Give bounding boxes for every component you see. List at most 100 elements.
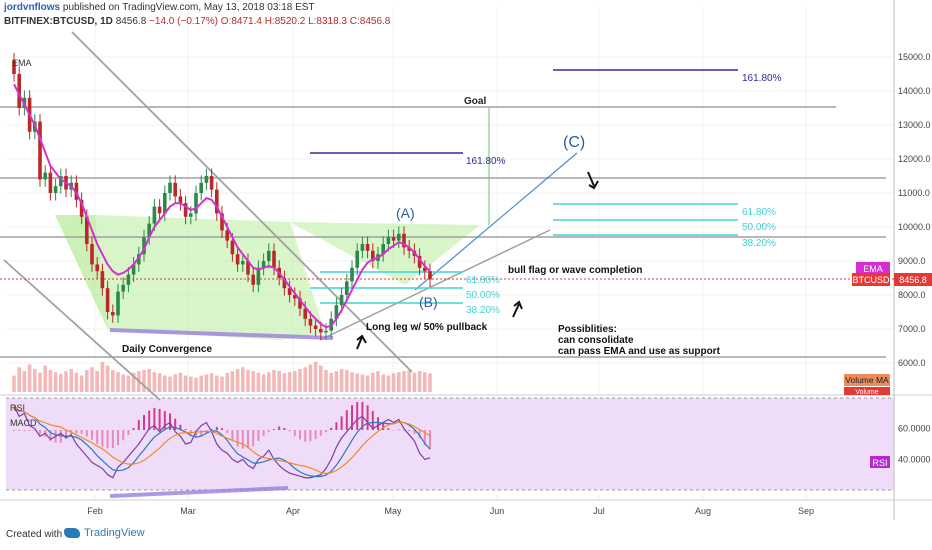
macd-histogram-bar — [132, 428, 135, 430]
time-axis-ticks: Feb Mar Apr May Jun Jul Aug Sep — [87, 506, 814, 516]
macd-histogram-bar — [23, 430, 26, 431]
macd-histogram-bar — [80, 430, 83, 434]
possibilities-item-1: can consolidate — [558, 335, 634, 346]
volume-bar — [74, 372, 79, 392]
volume-bar — [293, 371, 297, 392]
ema-badge-label: EMA — [863, 264, 883, 274]
volume-bar — [142, 370, 146, 392]
volume-bar — [183, 375, 188, 392]
price-tick-label: 12000.0 — [898, 154, 931, 164]
ema-line — [13, 83, 431, 329]
volume-bar — [355, 373, 359, 392]
candle-body — [100, 271, 105, 289]
macd-histogram-bar — [174, 418, 177, 430]
candle-body — [111, 312, 115, 316]
volume-bar — [64, 371, 68, 392]
pattern-left-shoulder — [55, 215, 108, 330]
price-tick-label: 13000.0 — [898, 120, 931, 130]
macd-histogram-bar — [278, 426, 281, 430]
goal-label: Goal — [464, 96, 486, 107]
macd-histogram-bar — [335, 422, 338, 430]
candle-body — [131, 264, 136, 275]
macd-histogram-bar — [418, 430, 421, 439]
pattern-head — [95, 215, 325, 340]
daily-convergence-note: Daily Convergence — [122, 344, 212, 355]
wave-c-projection — [414, 152, 578, 291]
uptrend-line — [319, 229, 551, 341]
macd-histogram-bar — [351, 405, 353, 430]
candle-body — [157, 206, 162, 214]
macd-histogram-bar — [65, 430, 67, 439]
volume-bar — [204, 374, 209, 392]
macd-histogram-bar — [330, 427, 333, 430]
volume-bar — [371, 372, 375, 392]
volume-bar — [199, 375, 203, 392]
macd-histogram-bar — [169, 413, 171, 430]
volume-bar — [157, 373, 162, 392]
rsi-tick-label: 40.0000 — [898, 454, 931, 464]
candle-body — [209, 176, 214, 190]
macd-histogram-bar — [371, 411, 374, 430]
volume-bar — [215, 375, 219, 392]
volume-bar — [116, 372, 120, 392]
volume-bar — [27, 364, 32, 392]
candle-body — [235, 254, 240, 265]
volume-bar — [376, 371, 380, 392]
candle-body — [350, 267, 354, 282]
volume-bar — [48, 370, 53, 392]
volume-bar — [365, 375, 370, 392]
candle-body — [53, 186, 58, 193]
volume-bar — [12, 375, 16, 392]
macd-histogram-bar — [273, 429, 275, 430]
macd-histogram-bar — [382, 423, 385, 430]
candle-body — [220, 213, 224, 231]
macd-histogram-bar — [241, 430, 244, 449]
volume-bar — [178, 372, 183, 392]
volume-bar — [381, 374, 385, 392]
candle-body — [386, 237, 391, 244]
macd-histogram-bar — [59, 430, 62, 443]
time-tick-label: Feb — [87, 506, 103, 516]
volume-bar — [22, 371, 27, 392]
current-price-tag — [894, 273, 932, 286]
candle-body — [204, 176, 209, 183]
chart-canvas: 15000.0 14000.0 13000.0 12000.0 11000.0 10000… — [0, 0, 932, 520]
volume-bar — [43, 365, 47, 392]
macd-histogram-bar — [283, 428, 286, 430]
volume-badge — [844, 387, 890, 395]
macd-histogram-bar — [252, 430, 255, 447]
candle-body — [79, 199, 84, 217]
volume-bar — [339, 368, 344, 392]
macd-histogram-bar — [247, 430, 249, 449]
candle-body — [298, 298, 302, 309]
volume-bar — [308, 364, 313, 392]
tradingview-logo[interactable]: TradingView — [64, 527, 145, 539]
rsi-line — [13, 405, 431, 479]
macd-histogram-bar — [288, 430, 291, 432]
candle-body — [230, 240, 235, 255]
macd-histogram-bar — [153, 408, 156, 430]
volume-bar — [345, 370, 349, 392]
price-change: −14.0 (−0.17%) — [149, 16, 218, 27]
candle-body — [183, 203, 188, 217]
author-link[interactable]: jordvnflows — [4, 2, 61, 13]
volume-bar — [261, 374, 266, 392]
volume-bar — [85, 370, 89, 392]
volume-bar — [105, 365, 110, 392]
candle-body — [147, 223, 151, 238]
long-leg-note: Long leg w/ 50% pullback — [366, 322, 488, 333]
volume-bar — [69, 368, 73, 392]
macd-histogram-bar — [397, 429, 400, 431]
fib-upper-label: 161.80% — [742, 73, 782, 84]
candle-body — [189, 213, 193, 217]
candle-body — [74, 182, 79, 200]
fib-target-500-label: 50.00% — [742, 222, 776, 233]
volume-bar — [220, 376, 224, 392]
candle-body — [256, 267, 261, 285]
macd-histogram-bar — [70, 430, 73, 437]
macd-histogram-bar — [106, 430, 109, 449]
candle-body — [142, 237, 146, 255]
macd-histogram-bar — [33, 430, 36, 431]
volume-bar — [241, 367, 245, 392]
macd-histogram-bar — [392, 430, 395, 431]
